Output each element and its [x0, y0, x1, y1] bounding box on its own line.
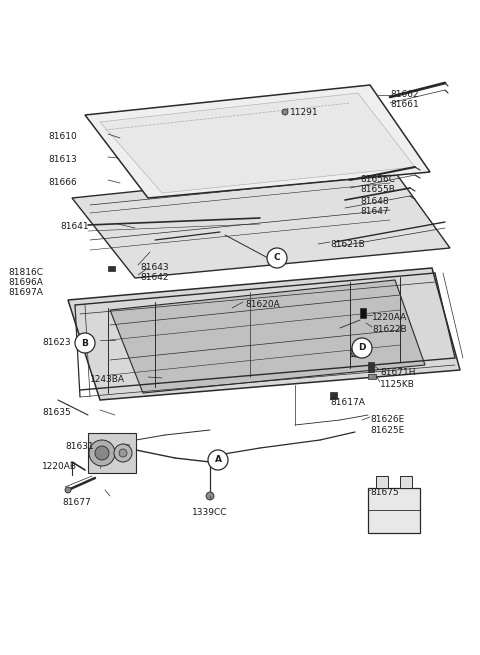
- Text: 81666: 81666: [48, 178, 77, 187]
- Circle shape: [351, 347, 361, 357]
- Bar: [400, 476, 412, 488]
- Text: D: D: [358, 343, 366, 352]
- Text: 81677: 81677: [62, 498, 91, 507]
- Text: 81621B: 81621B: [330, 240, 365, 249]
- Circle shape: [89, 440, 115, 466]
- Bar: [350, 348, 362, 356]
- Circle shape: [352, 338, 372, 358]
- Bar: [368, 488, 420, 533]
- Text: 1339CC: 1339CC: [192, 508, 228, 517]
- Text: 81631: 81631: [65, 442, 94, 451]
- Text: 81625E: 81625E: [370, 426, 404, 435]
- Text: 81617A: 81617A: [330, 398, 365, 407]
- Circle shape: [75, 333, 95, 353]
- Text: 81641: 81641: [60, 222, 89, 231]
- Circle shape: [119, 449, 127, 457]
- Text: 81647: 81647: [360, 207, 389, 216]
- Text: 81656C: 81656C: [360, 175, 395, 184]
- Text: 1243BA: 1243BA: [90, 375, 125, 384]
- Circle shape: [206, 492, 214, 500]
- Text: 81626E: 81626E: [370, 415, 404, 424]
- Text: 1220AA: 1220AA: [372, 313, 407, 322]
- Text: 1125KB: 1125KB: [380, 380, 415, 389]
- Bar: [368, 374, 376, 379]
- Text: 81816C: 81816C: [8, 268, 43, 277]
- Polygon shape: [88, 433, 136, 473]
- Text: 81671H: 81671H: [380, 368, 416, 377]
- Polygon shape: [110, 280, 425, 393]
- Polygon shape: [68, 268, 460, 400]
- Polygon shape: [85, 85, 430, 198]
- Text: 81620A: 81620A: [245, 300, 280, 309]
- Text: B: B: [82, 339, 88, 348]
- Text: 81642: 81642: [140, 273, 168, 282]
- Text: A: A: [215, 455, 221, 464]
- Text: 81675: 81675: [370, 488, 399, 497]
- Text: 81635: 81635: [42, 408, 71, 417]
- Circle shape: [65, 487, 71, 493]
- Text: 81622B: 81622B: [372, 325, 407, 334]
- Circle shape: [95, 446, 109, 460]
- Text: 81655B: 81655B: [360, 185, 395, 194]
- Text: 81662: 81662: [390, 90, 419, 99]
- Circle shape: [208, 450, 228, 470]
- Bar: [360, 308, 366, 318]
- Bar: [376, 476, 388, 488]
- Text: 1220AB: 1220AB: [42, 462, 77, 471]
- Polygon shape: [72, 165, 450, 278]
- Text: 81648: 81648: [360, 197, 389, 206]
- Circle shape: [267, 248, 287, 268]
- Text: 81661: 81661: [390, 100, 419, 109]
- Bar: [330, 392, 337, 399]
- Text: 81696A: 81696A: [8, 278, 43, 287]
- Text: 81623: 81623: [42, 338, 71, 347]
- Text: C: C: [274, 253, 280, 263]
- Text: 81610: 81610: [48, 132, 77, 141]
- Polygon shape: [100, 93, 415, 193]
- Text: 81643: 81643: [140, 263, 168, 272]
- Text: 11291: 11291: [290, 108, 319, 117]
- Text: 81613: 81613: [48, 155, 77, 164]
- Circle shape: [282, 109, 288, 115]
- Text: 81697A: 81697A: [8, 288, 43, 297]
- Bar: [368, 362, 374, 372]
- Circle shape: [114, 444, 132, 462]
- Bar: [108, 266, 115, 271]
